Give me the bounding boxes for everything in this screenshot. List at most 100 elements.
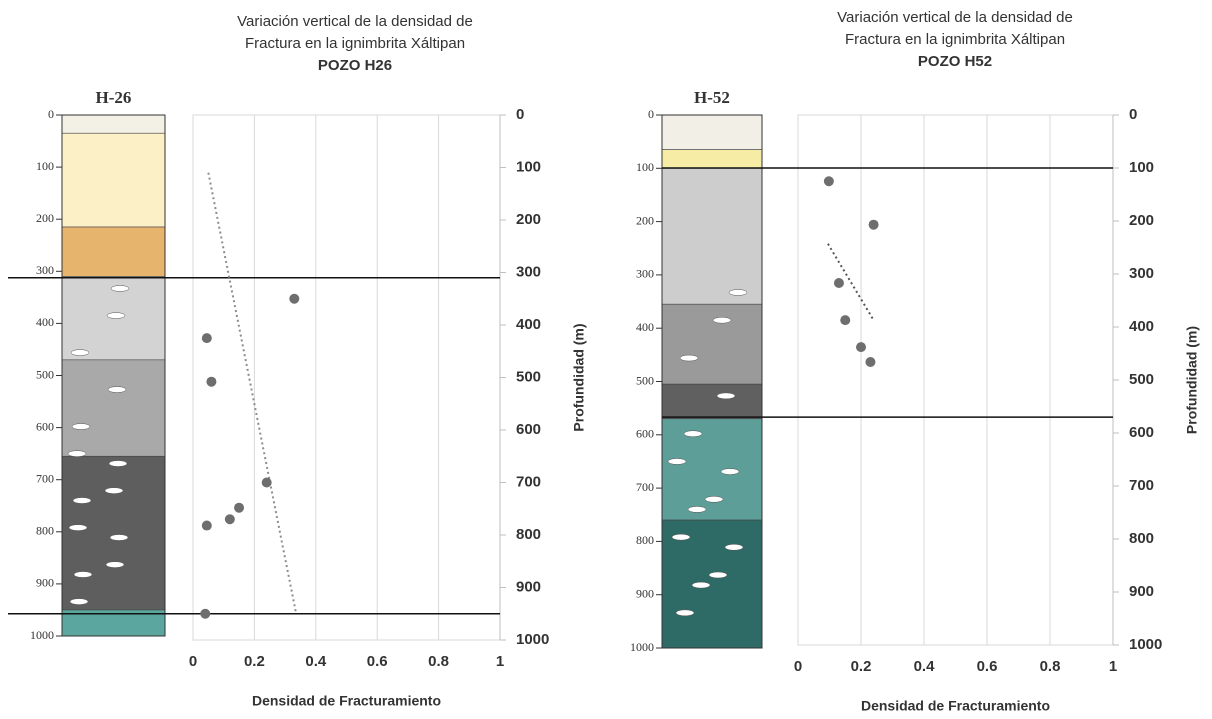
column-clast xyxy=(105,561,125,568)
y-tick-label: 1000 xyxy=(516,631,549,648)
x-tick-label: 0.8 xyxy=(428,653,449,670)
chart-title: Variación vertical de la densidad de xyxy=(837,9,1073,26)
column-tick-label: 0 xyxy=(48,107,54,121)
column-layer xyxy=(61,132,166,228)
x-tick-label: 1 xyxy=(496,653,504,670)
column-layer xyxy=(661,418,763,521)
y-tick-label: 600 xyxy=(1129,424,1154,441)
chart-title: Fractura en la ignimbrita Xáltipan xyxy=(845,31,1065,48)
y-tick-label: 500 xyxy=(516,368,541,385)
x-axis-label: Densidad de Fracturamiento xyxy=(861,698,1050,714)
column-label: H-26 xyxy=(96,88,132,107)
plot-frame xyxy=(797,114,1114,646)
column-clast xyxy=(104,487,124,494)
column-layer xyxy=(661,303,763,385)
y-tick-label: 100 xyxy=(516,158,541,175)
data-point xyxy=(840,315,851,326)
column-tick-label: 800 xyxy=(636,533,654,547)
column-clast xyxy=(107,386,127,393)
x-tick-label: 0.8 xyxy=(1040,658,1061,675)
column-layer xyxy=(61,359,166,457)
column-clast xyxy=(728,289,748,296)
column-layer xyxy=(661,168,763,305)
column-clast xyxy=(708,571,728,579)
x-tick-label: 0.6 xyxy=(977,658,998,675)
column-clast xyxy=(109,534,129,541)
column-layer xyxy=(61,226,166,277)
column-layer xyxy=(661,519,763,649)
y-tick-label: 300 xyxy=(1129,265,1154,282)
column-clast xyxy=(70,349,90,356)
y-tick-label: 800 xyxy=(1129,530,1154,547)
column-clast xyxy=(675,609,695,617)
column-tick-label: 200 xyxy=(636,213,654,227)
column-tick-label: 800 xyxy=(36,524,54,538)
column-tick-label: 400 xyxy=(36,315,54,329)
data-point xyxy=(865,356,876,367)
column-layer xyxy=(661,114,763,150)
chart-subtitle: POZO H26 xyxy=(318,57,392,74)
column-clast xyxy=(724,544,744,551)
data-point xyxy=(234,502,245,513)
column-tick-label: 700 xyxy=(36,471,54,485)
x-tick-label: 0 xyxy=(794,658,802,675)
column-clast xyxy=(106,312,126,319)
y-tick-label: 200 xyxy=(1129,212,1154,229)
column-tick-label: 200 xyxy=(36,211,54,225)
y-tick-label: 900 xyxy=(516,578,541,595)
column-tick-label: 0 xyxy=(648,107,654,121)
x-axis-label: Densidad de Fracturamiento xyxy=(252,693,441,709)
column-tick-label: 100 xyxy=(36,159,54,173)
data-point xyxy=(289,293,300,304)
y-tick-label: 700 xyxy=(1129,477,1154,494)
column-clast xyxy=(720,468,740,475)
column-label: H-52 xyxy=(694,88,730,107)
column-clast xyxy=(691,581,711,589)
y-tick-label: 100 xyxy=(1129,159,1154,176)
column-clast xyxy=(712,316,732,324)
column-clast xyxy=(679,354,699,362)
column-tick-label: 600 xyxy=(636,427,654,441)
column-tick-label: 700 xyxy=(636,480,654,494)
column-clast xyxy=(72,497,92,504)
column-tick-label: 1000 xyxy=(630,640,654,654)
y-tick-label: 0 xyxy=(1129,106,1137,123)
data-point xyxy=(224,514,235,525)
data-point xyxy=(833,278,844,289)
trend-line xyxy=(207,172,297,613)
column-clast xyxy=(110,285,130,292)
data-point xyxy=(200,608,211,619)
column-layer xyxy=(61,114,166,134)
x-tick-label: 0.6 xyxy=(367,653,388,670)
column-tick-label: 900 xyxy=(36,576,54,590)
y-tick-label: 800 xyxy=(516,526,541,543)
y-tick-label: 1000 xyxy=(1129,636,1162,653)
x-tick-label: 0.4 xyxy=(914,658,936,675)
x-tick-label: 1 xyxy=(1109,658,1117,675)
column-layer xyxy=(61,455,166,611)
column-tick-label: 100 xyxy=(636,160,654,174)
y-tick-label: 0 xyxy=(516,106,524,123)
x-tick-label: 0.2 xyxy=(244,653,265,670)
x-tick-label: 0.4 xyxy=(305,653,327,670)
data-point xyxy=(856,342,866,353)
column-clast xyxy=(671,533,691,541)
y-axis-label: Profundidad (m) xyxy=(1184,326,1200,434)
y-tick-label: 200 xyxy=(516,211,541,228)
column-tick-label: 600 xyxy=(36,419,54,433)
column-clast xyxy=(73,571,93,578)
column-layer xyxy=(661,149,763,169)
column-clast xyxy=(704,496,724,503)
column-clast xyxy=(667,458,687,465)
chart-subtitle: POZO H52 xyxy=(918,53,992,70)
y-tick-label: 700 xyxy=(516,473,541,490)
chart-title: Fractura en la ignimbrita Xáltipan xyxy=(245,35,465,52)
data-point xyxy=(261,477,272,488)
data-point xyxy=(201,333,212,344)
column-clast xyxy=(68,524,88,531)
data-point xyxy=(868,219,879,230)
column-clast xyxy=(67,450,87,457)
column-clast xyxy=(687,506,707,513)
column-tick-label: 500 xyxy=(36,367,54,381)
